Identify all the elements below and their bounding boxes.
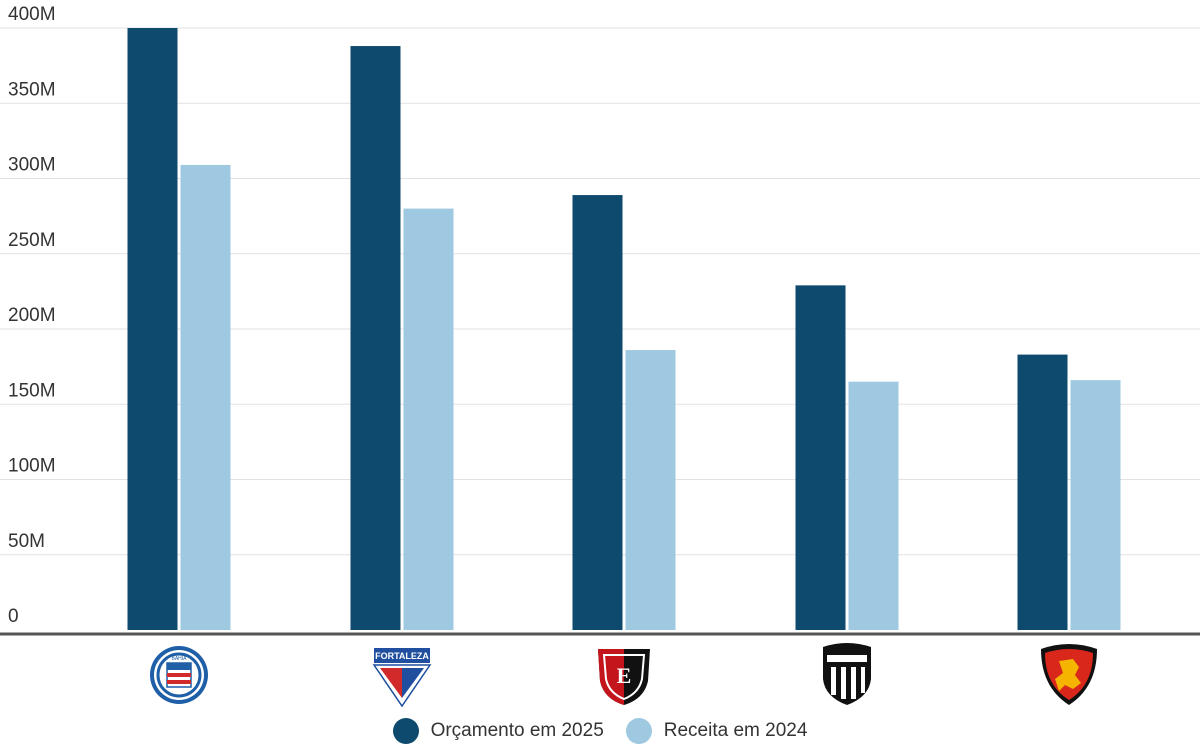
bar-orcamento-1 <box>350 46 401 631</box>
vitoria-crest-icon: E <box>598 649 650 705</box>
legend-label-receita: Receita em 2024 <box>663 720 808 741</box>
bars <box>127 28 1121 631</box>
svg-text:E: E <box>617 663 632 688</box>
y-tick-label: 50M <box>8 531 45 552</box>
legend-label-orcamento: Orçamento em 2025 <box>430 720 604 741</box>
y-tick-label: 350M <box>8 79 56 100</box>
bar-orcamento-3 <box>795 285 846 630</box>
bar-receita-1 <box>403 208 454 630</box>
y-tick-label: 150M <box>8 380 56 401</box>
legend-item-receita: Receita em 2024 <box>625 718 808 744</box>
legend-item-orcamento: Orçamento em 2025 <box>392 718 604 744</box>
y-axis-ticks: 0 50M 100M 150M 200M 250M 300M 350M 400M <box>8 4 56 627</box>
sport-crest-icon <box>1041 644 1097 705</box>
y-tick-label: 0 <box>8 606 19 627</box>
legend-swatch-receita <box>625 718 652 744</box>
bahia-crest-text: BAHIA <box>171 656 187 662</box>
bar-chart: 0 50M 100M 150M 200M 250M 300M 350M 400M BAHIA F… <box>0 4 1200 708</box>
legend: Orçamento em 2025 Receita em 2024 <box>0 718 1200 744</box>
bar-receita-4 <box>1070 380 1121 630</box>
bar-orcamento-4 <box>1017 354 1068 630</box>
y-tick-label: 300M <box>8 155 56 176</box>
y-tick-label: 100M <box>8 456 56 477</box>
bahia-crest-icon: BAHIA <box>150 646 208 704</box>
y-tick-label: 400M <box>8 4 56 25</box>
ceara-crest-icon <box>823 643 871 705</box>
y-tick-label: 200M <box>8 305 56 326</box>
legend-swatch-orcamento <box>392 718 419 744</box>
fortaleza-crest-icon: FORTALEZA <box>372 648 432 708</box>
bar-receita-3 <box>848 381 899 630</box>
y-tick-label: 250M <box>8 230 56 251</box>
bar-receita-0 <box>180 164 231 630</box>
bar-receita-2 <box>625 350 676 630</box>
bar-orcamento-0 <box>127 28 178 630</box>
bar-orcamento-2 <box>572 195 623 630</box>
fortaleza-crest-text: FORTALEZA <box>375 651 429 661</box>
